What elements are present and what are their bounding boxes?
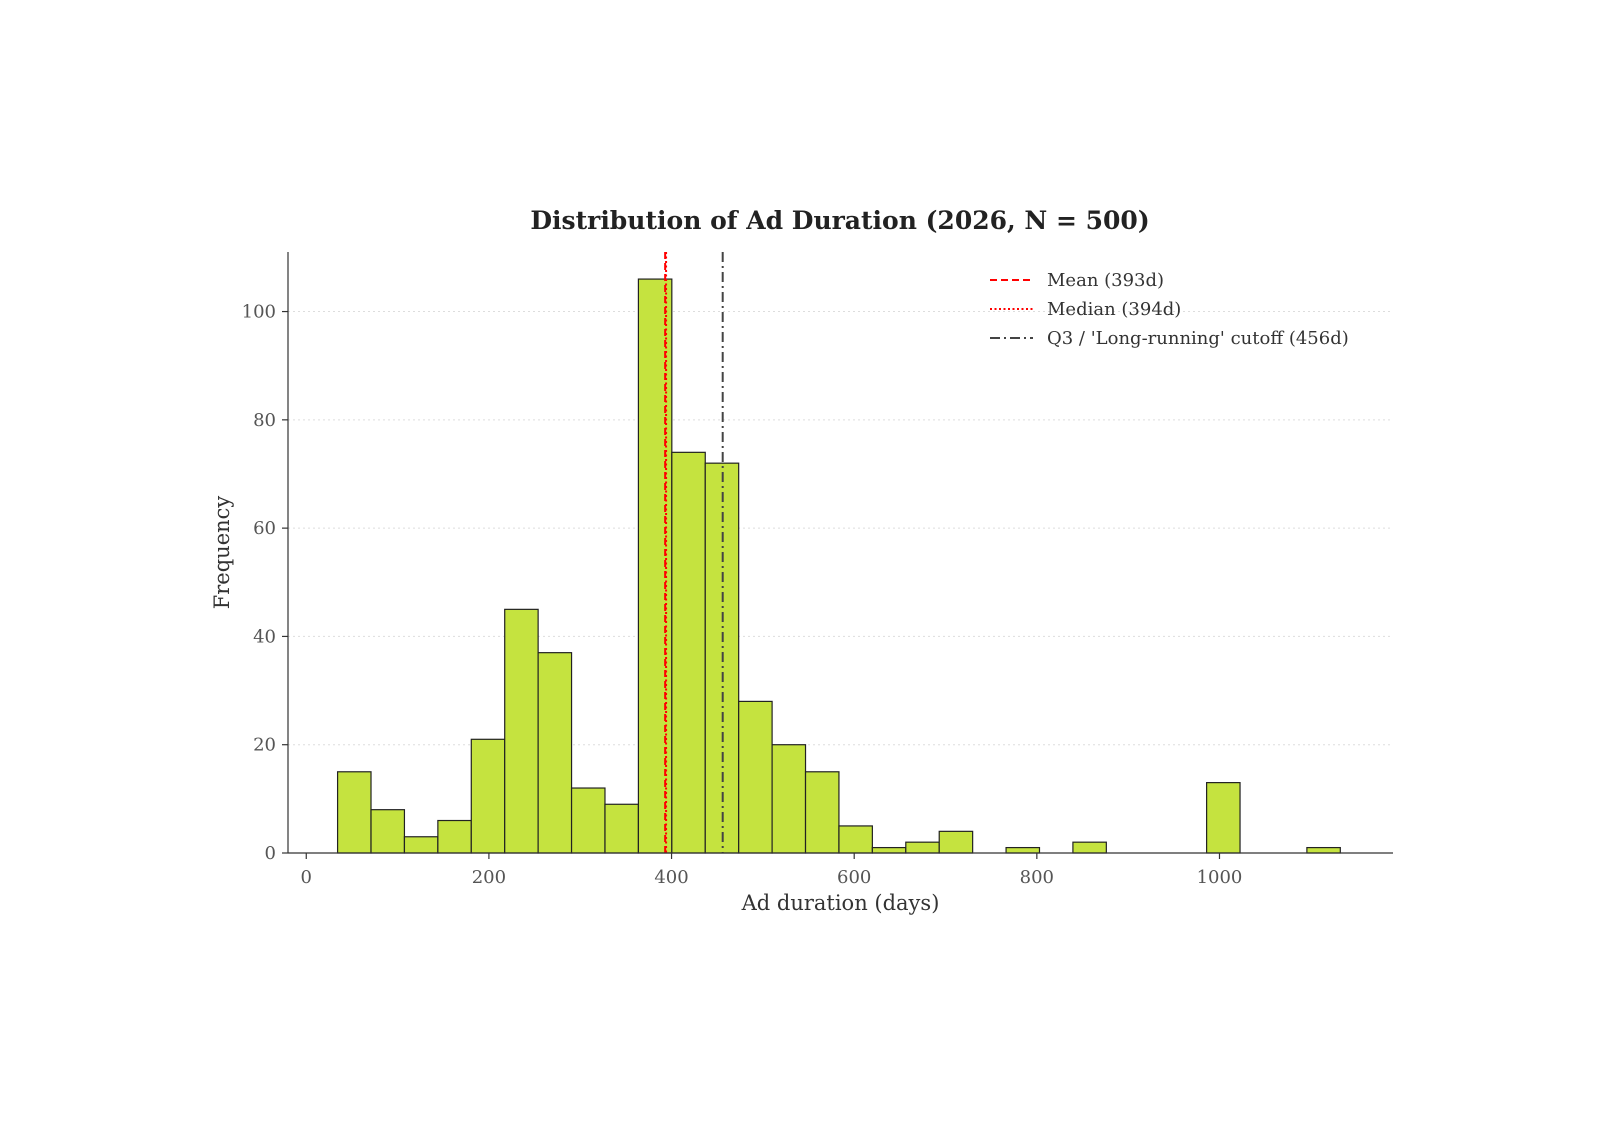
y-tick-label: 40 bbox=[253, 626, 276, 647]
x-tick-label: 0 bbox=[301, 867, 312, 888]
y-tick-label: 0 bbox=[265, 843, 276, 864]
tick-labels: 0 200 400 600 800 1000 0 20 40 60 80 100 bbox=[242, 302, 1243, 888]
legend-entry: Median (394d) bbox=[1047, 299, 1181, 320]
histogram-bar bbox=[537, 652, 573, 854]
y-axis-label: Frequency bbox=[210, 496, 234, 610]
histogram-bars bbox=[336, 278, 1341, 854]
histogram-bar bbox=[437, 819, 472, 854]
histogram-bar bbox=[905, 841, 940, 854]
y-tick-label: 100 bbox=[242, 302, 276, 323]
x-tick-label: 400 bbox=[654, 867, 688, 888]
legend-entry: Q3 / 'Long-running' cutoff (456d) bbox=[1047, 328, 1349, 349]
histogram-bar bbox=[738, 700, 773, 854]
x-tick-label: 600 bbox=[837, 867, 871, 888]
histogram-bar bbox=[1306, 846, 1341, 854]
histogram-bar bbox=[1072, 841, 1107, 854]
histogram-bar bbox=[771, 744, 807, 854]
legend: Mean (393d) Median (394d) Q3 / 'Long-runni… bbox=[990, 270, 1349, 349]
y-tick-label: 60 bbox=[253, 518, 276, 539]
x-tick-label: 200 bbox=[472, 867, 506, 888]
histogram-bar bbox=[370, 809, 406, 854]
histogram-bar bbox=[403, 836, 439, 854]
chart-title: Distribution of Ad Duration (2026, N = 5… bbox=[530, 206, 1149, 235]
histogram-bar bbox=[671, 451, 706, 854]
histogram-bar bbox=[604, 803, 640, 854]
histogram-bar bbox=[336, 771, 372, 854]
histogram-bar bbox=[1005, 846, 1041, 854]
reference-lines bbox=[664, 252, 724, 853]
histogram-bar bbox=[570, 787, 606, 854]
histogram-bar bbox=[804, 771, 840, 854]
legend-entry: Mean (393d) bbox=[1047, 270, 1164, 291]
x-axis-label: Ad duration (days) bbox=[741, 891, 940, 915]
y-tick-label: 20 bbox=[253, 735, 276, 756]
grid-lines bbox=[288, 311, 1393, 746]
histogram-bar bbox=[504, 608, 539, 854]
histogram-bar bbox=[1206, 782, 1241, 854]
histogram-bar bbox=[938, 830, 974, 854]
axes bbox=[287, 252, 1393, 854]
x-tick-label: 800 bbox=[1020, 867, 1054, 888]
histogram-bar bbox=[871, 846, 907, 854]
histogram-bar bbox=[838, 825, 873, 854]
x-tick-label: 1000 bbox=[1197, 867, 1243, 888]
histogram-bar bbox=[470, 738, 506, 854]
y-tick-label: 80 bbox=[253, 410, 276, 431]
